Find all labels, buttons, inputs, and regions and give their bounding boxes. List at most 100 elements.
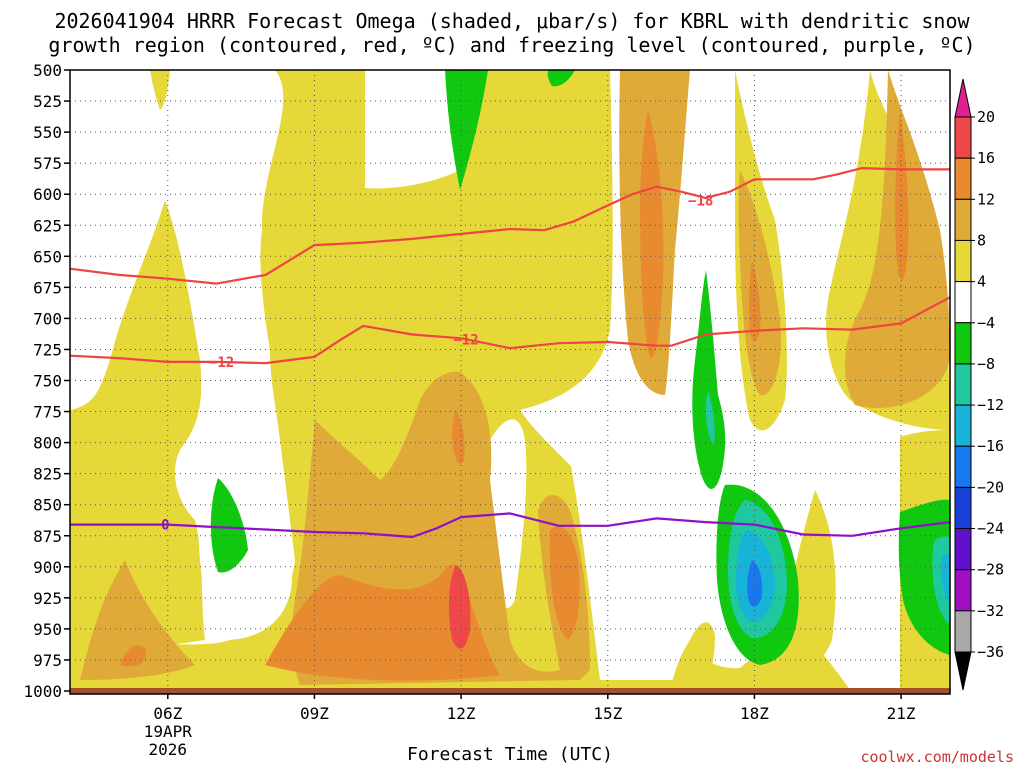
omega-pos-shading	[265, 564, 500, 681]
omega-neg-shading	[547, 70, 575, 87]
omega-pos-shading	[120, 645, 147, 667]
colorbar-label: 16	[977, 149, 995, 167]
omega-neg-shading	[445, 70, 488, 190]
y-tick-label: 625	[33, 216, 62, 235]
colorbar-bin	[954, 363, 972, 406]
omega-pos-shading	[80, 560, 195, 680]
y-tick-label: 675	[33, 278, 62, 297]
colorbar-bin	[954, 322, 972, 365]
y-tick-label: 925	[33, 589, 62, 608]
omega-pos-shading	[670, 622, 715, 690]
contour-lines	[70, 167, 950, 539]
omega-neg-shading	[705, 390, 715, 445]
colorbar-label: 12	[977, 190, 995, 208]
omega-pos-shading	[150, 70, 170, 110]
omega-neg-shading	[210, 478, 248, 573]
freezing-level-label: 0	[161, 518, 169, 534]
omega-pos-shading	[738, 170, 781, 396]
colorbar-bin	[954, 445, 972, 488]
credit-link[interactable]: coolwx.com/models	[860, 748, 1014, 766]
y-tick-label: 875	[33, 527, 62, 546]
omega-pos-shading	[549, 526, 580, 640]
y-tick-label: 750	[33, 372, 62, 391]
colorbar-label: −4	[977, 314, 995, 332]
omega-pos-shading	[448, 565, 471, 649]
colorbar-label: −28	[977, 561, 1004, 579]
colorbar-bin	[954, 281, 972, 324]
x-tick-label: 18Z	[740, 704, 769, 723]
y-tick-label: 850	[33, 496, 62, 515]
omega-pos-shading	[70, 200, 205, 660]
y-tick-label: 825	[33, 465, 62, 484]
minus-12-isotherm-label: −12	[209, 355, 234, 371]
y-tick-label: 775	[33, 403, 62, 422]
colorbar-label: −32	[977, 602, 1004, 620]
colorbar-bottom-arrow	[954, 651, 972, 691]
y-tick-label: 800	[33, 434, 62, 453]
omega-neg-shading	[941, 553, 950, 605]
chart-title-line1: 2026041904 HRRR Forecast Omega (shaded, …	[54, 9, 970, 33]
omega-pos-shading	[640, 110, 664, 359]
y-axis: 500 525 550 575 600 625 650 675 700 725 750 775 800 8…	[23, 61, 70, 701]
y-tick-label: 525	[33, 92, 62, 111]
minus-18-isotherm-label: −18	[688, 193, 713, 209]
colorbar-label: 20	[977, 108, 995, 126]
colorbar-label: 8	[977, 231, 986, 249]
chart-title-line2: growth region (contoured, red, ºC) and f…	[48, 33, 976, 57]
colorbar-label: −24	[977, 520, 1004, 538]
colorbar-label: −36	[977, 643, 1004, 661]
minus-12-isotherm-label: −12	[453, 333, 478, 349]
x-tick-label: 12Z	[447, 704, 476, 723]
x-tick-label: 06Z	[153, 704, 182, 723]
x-tick-year: 2026	[149, 740, 188, 759]
x-tick-label: 15Z	[593, 704, 622, 723]
colorbar-bin	[954, 486, 972, 530]
ground-surface	[70, 688, 950, 694]
y-tick-label: 725	[33, 340, 62, 359]
x-tick-date: 19APR	[144, 722, 193, 741]
x-tick-label: 21Z	[887, 704, 916, 723]
y-tick-label: 900	[33, 558, 62, 577]
minus-12-isotherm-line	[70, 296, 950, 365]
y-tick-label: 975	[33, 651, 62, 670]
colorbar-bin	[954, 610, 972, 653]
omega-neg-shading	[898, 499, 950, 655]
y-tick-label: 575	[33, 154, 62, 173]
colorbar-bin	[954, 116, 972, 159]
y-tick-label: 500	[33, 61, 62, 80]
omega-pos-shading	[560, 410, 700, 680]
omega-neg-shading	[692, 270, 726, 489]
y-tick-label: 950	[33, 620, 62, 639]
omega-pos-shading	[770, 421, 822, 482]
y-tick-label: 600	[33, 185, 62, 204]
y-tick-label: 700	[33, 309, 62, 328]
colorbar-bin	[954, 404, 972, 447]
colorbar-top-arrow	[954, 78, 972, 118]
colorbar-bin	[954, 239, 972, 283]
colorbar-bin	[954, 198, 972, 241]
omega-pos-shading	[365, 70, 460, 189]
freezing-level-line	[70, 512, 950, 539]
y-tick-label: 650	[33, 247, 62, 266]
colorbar-label: 4	[977, 273, 986, 291]
colorbar-bin	[954, 528, 972, 571]
colorbar-label: −12	[977, 396, 1004, 414]
omega-pos-shading	[895, 110, 909, 280]
colorbar-label: −20	[977, 478, 1004, 496]
x-axis-title: Forecast Time (UTC)	[407, 744, 613, 765]
y-tick-label: 1000	[23, 682, 62, 701]
colorbar-bin	[954, 157, 972, 200]
colorbar-label: −8	[977, 355, 995, 373]
contour-labels: −18 −12 −12 0	[161, 193, 713, 534]
colorbar-label: −16	[977, 437, 1004, 455]
colorbar-bin	[954, 569, 972, 612]
omega-neg-shading	[747, 560, 763, 607]
y-tick-label: 550	[33, 123, 62, 142]
plot-frame	[69, 69, 951, 695]
colorbar: 20 16 12 8 4 −4 −8 −12 −16 −20 −24 −28 −32 −36	[954, 78, 1004, 691]
x-tick-label: 09Z	[300, 704, 329, 723]
minus-18-isotherm-line	[70, 167, 950, 285]
gridlines	[70, 70, 950, 691]
